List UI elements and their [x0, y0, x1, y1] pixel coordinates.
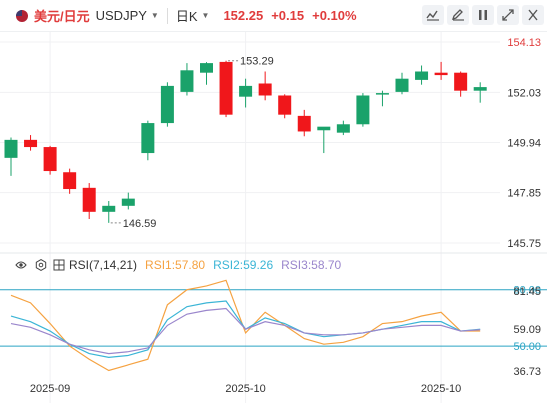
candle-body — [375, 93, 389, 95]
settings-icon[interactable] — [34, 258, 48, 272]
candle-body — [278, 95, 292, 115]
chart-toolbar: 美元/日元 USDJPY ▼ 日K ▼ 152.25 +0.15 +0.10% — [0, 0, 547, 32]
chart-canvas[interactable]: 153.29 146.59 154.13 152.03 149.94 147.85 145… — [0, 32, 547, 403]
candle-body — [82, 187, 96, 212]
price-tick-label: 145.75 — [507, 238, 541, 250]
currency-pair-code[interactable]: USDJPY — [95, 8, 147, 23]
price-change-pct: +0.10% — [312, 8, 357, 23]
candle-body — [297, 115, 311, 132]
pause-icon[interactable] — [472, 5, 494, 25]
candle-body — [24, 139, 38, 148]
rsi3-value: RSI3:58.70 — [281, 258, 342, 272]
toolbar-buttons — [422, 5, 547, 25]
price-tick-label: 152.03 — [507, 87, 541, 99]
line-chart-icon[interactable] — [422, 5, 444, 25]
period-selector[interactable]: 日K — [175, 9, 198, 24]
rsi3-line — [10, 307, 481, 355]
candle-body — [43, 147, 57, 172]
last-price: 152.25 — [223, 8, 264, 23]
candle-body — [102, 205, 116, 212]
rsi1-value: RSI1:57.80 — [145, 258, 206, 272]
currency-pair-cn[interactable]: 美元/日元 — [34, 9, 90, 24]
rsi-tick-label: 81.45 — [513, 286, 541, 298]
pencil-icon[interactable] — [447, 5, 469, 25]
rsi-level-label: 80.00 — [513, 285, 541, 297]
price-tick-label: 147.85 — [507, 188, 541, 200]
rsi-params: RSI(7,14,21) — [69, 258, 138, 272]
rsi-legend: RSI(7,14,21) RSI1:57.80 RSI2:59.26 RSI3:… — [0, 256, 341, 274]
candle-body — [141, 123, 155, 154]
price-tick-label: 149.94 — [507, 138, 541, 150]
candle-body — [434, 72, 448, 76]
candle-body — [160, 85, 174, 124]
candle-body — [4, 139, 18, 158]
indicator-box-icon[interactable] — [52, 258, 66, 272]
max-price-label: 153.29 — [240, 56, 274, 68]
candle-body — [473, 87, 487, 91]
divider — [166, 7, 168, 24]
min-price-label: 146.59 — [123, 218, 157, 230]
candle-body — [121, 198, 135, 206]
us-flag-icon — [16, 9, 28, 22]
candle-body — [219, 61, 233, 115]
rsi-tick-label: 59.09 — [513, 324, 541, 336]
candle-body — [454, 72, 468, 91]
candle-body — [258, 83, 272, 96]
rsi-tick-label: 36.73 — [513, 366, 541, 378]
price-tick-label: 154.13 — [507, 37, 541, 49]
eye-icon[interactable] — [14, 258, 28, 272]
candle-body — [200, 63, 213, 73]
chevron-down-icon[interactable]: ▼ — [201, 11, 210, 20]
date-tick-label: 2025-10 — [421, 383, 461, 395]
chevron-down-icon[interactable]: ▼ — [150, 11, 159, 20]
expand-icon[interactable] — [497, 5, 519, 25]
candle-body — [63, 172, 77, 190]
candle-body — [239, 85, 253, 97]
price-change: +0.15 — [271, 8, 305, 23]
candle-body — [415, 71, 429, 80]
rsi-level-label: 50.00 — [513, 341, 541, 353]
candle-body — [180, 70, 194, 92]
candle-body — [395, 78, 409, 92]
candle-body — [317, 126, 331, 131]
date-tick-label: 2025-10 — [225, 383, 265, 395]
close-icon[interactable] — [522, 5, 544, 25]
candle-body — [356, 95, 370, 125]
rsi2-value: RSI2:59.26 — [213, 258, 274, 272]
candle-body — [336, 124, 350, 133]
date-tick-label: 2025-09 — [30, 383, 70, 395]
rsi1-line — [10, 279, 481, 372]
